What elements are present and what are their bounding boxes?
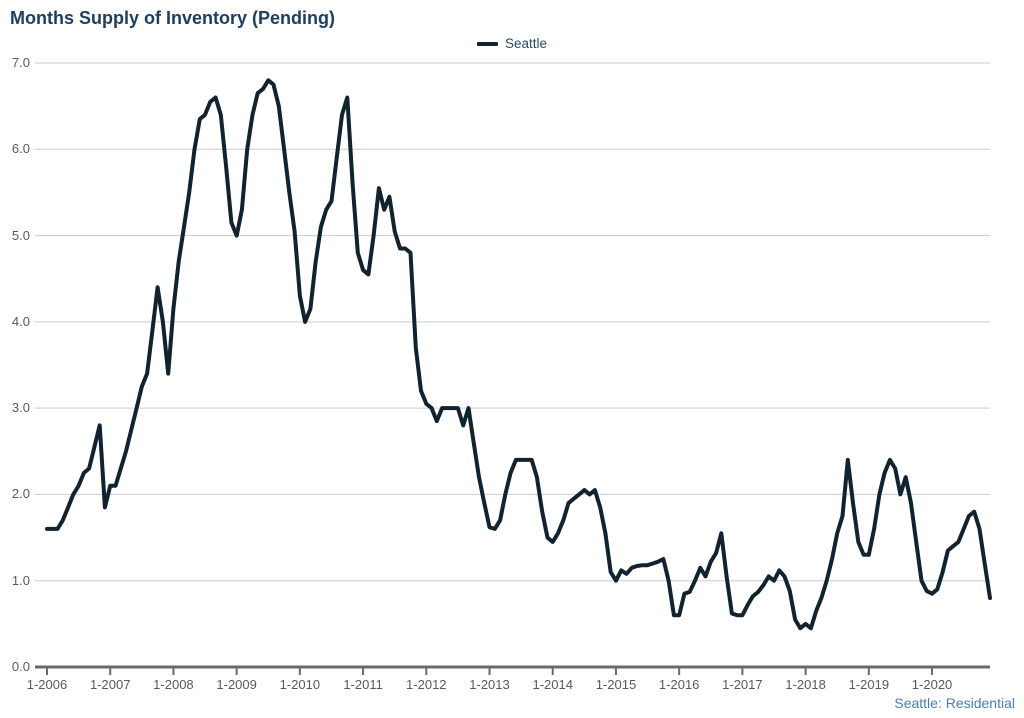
x-axis-label: 1-2018 <box>785 677 826 692</box>
x-axis-label: 1-2015 <box>595 677 637 692</box>
y-axis-label: 3.0 <box>11 400 30 416</box>
y-axis-label: 4.0 <box>11 313 30 329</box>
source-note: Seattle: Residential <box>894 695 1015 711</box>
y-axis-label: 6.0 <box>11 141 30 157</box>
x-axis-label: 1-2009 <box>216 677 257 692</box>
y-axis-label: 2.0 <box>11 486 30 502</box>
legend-line-swatch-icon <box>476 41 498 46</box>
x-axis-label: 1-2007 <box>89 677 131 692</box>
y-axis-label: 0.0 <box>11 659 30 674</box>
seattle-series-line <box>45 78 992 631</box>
y-axis-label: 7.0 <box>11 55 30 70</box>
x-axis-label: 1-2010 <box>279 677 321 692</box>
x-axis-label: 1-2016 <box>658 677 700 692</box>
x-axis-label: 1-2012 <box>406 677 447 692</box>
x-axis-label: 1-2017 <box>722 677 763 692</box>
x-axis-label: 1-2020 <box>911 677 953 692</box>
y-axis-label: 1.0 <box>11 572 30 588</box>
x-axis-label: 1-2006 <box>26 677 68 692</box>
x-axis-label: 1-2013 <box>469 677 510 692</box>
x-axis-label: 1-2011 <box>343 677 383 692</box>
x-axis-label: 1-2008 <box>153 677 194 692</box>
legend-series-label: Seattle <box>504 36 548 51</box>
x-axis-label: 1-2014 <box>532 677 573 692</box>
x-axis-label: 1-2019 <box>848 677 890 692</box>
y-axis-label: 5.0 <box>11 227 30 243</box>
chart-title: Months Supply of Inventory (Pending) <box>10 8 335 28</box>
legend: Seattle <box>476 36 548 51</box>
